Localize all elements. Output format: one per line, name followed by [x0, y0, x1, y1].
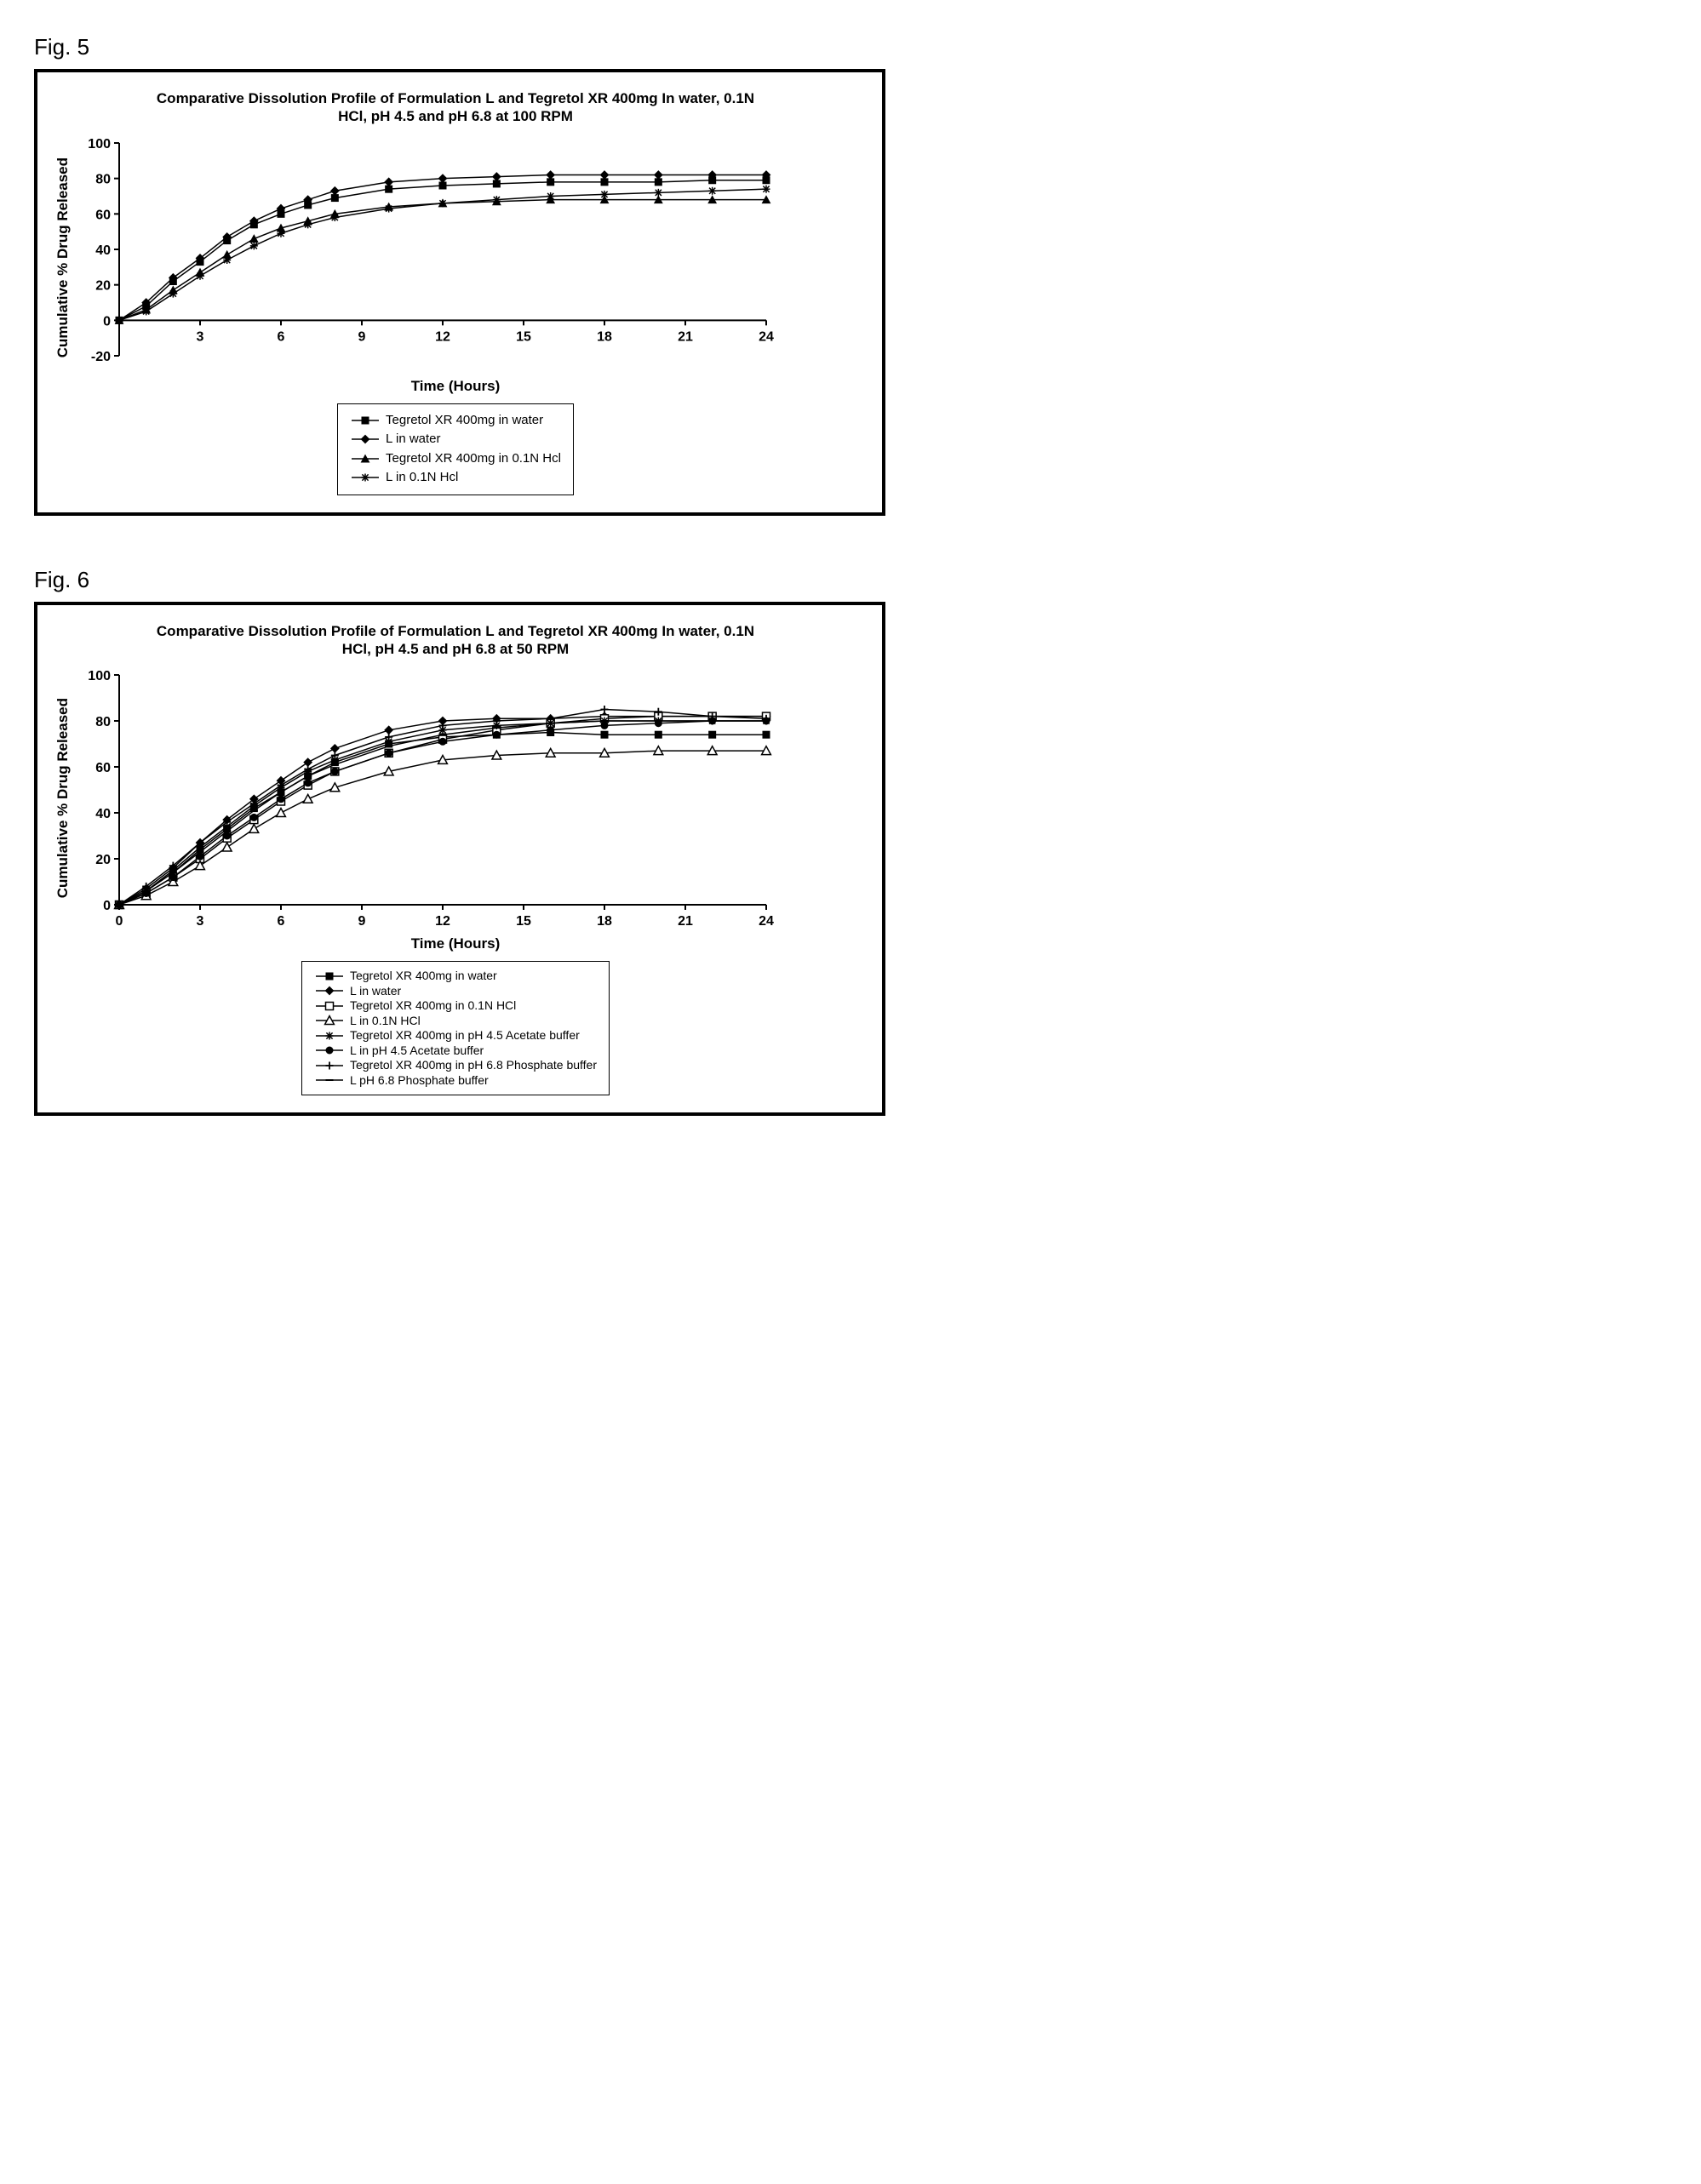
legend-item: Tegretol XR 400mg in water — [350, 411, 561, 431]
figure-5: Fig. 5 Comparative Dissolution Profile o… — [34, 34, 1667, 516]
svg-text:15: 15 — [516, 914, 531, 929]
legend-label: Tegretol XR 400mg in water — [350, 969, 497, 984]
legend-label: L in 0.1N Hcl — [386, 468, 458, 488]
svg-text:-20: -20 — [91, 350, 111, 364]
legend-label: Tegretol XR 400mg in 0.1N Hcl — [386, 449, 561, 469]
legend-item: L in water — [314, 984, 597, 999]
figure-6-frame: Comparative Dissolution Profile of Formu… — [34, 602, 885, 1117]
svg-text:18: 18 — [597, 914, 612, 929]
svg-text:100: 100 — [88, 669, 111, 683]
svg-text:9: 9 — [358, 914, 366, 929]
svg-text:60: 60 — [95, 761, 111, 775]
figure-6-legend: Tegretol XR 400mg in water L in water Te… — [301, 961, 610, 1095]
figure-5-legend: Tegretol XR 400mg in water L in water Te… — [337, 403, 574, 495]
legend-item: L in 0.1N Hcl — [350, 468, 561, 488]
legend-label: Tegretol XR 400mg in pH 6.8 Phosphate bu… — [350, 1058, 597, 1073]
svg-text:0: 0 — [103, 899, 111, 913]
figure-5-ylabel: Cumulative % Drug Released — [54, 157, 72, 357]
legend-item: Tegretol XR 400mg in pH 4.5 Acetate buff… — [314, 1028, 597, 1043]
figure-6: Fig. 6 Comparative Dissolution Profile o… — [34, 567, 1667, 1117]
svg-text:6: 6 — [278, 329, 285, 344]
svg-text:20: 20 — [95, 853, 111, 867]
legend-item: L in water — [350, 430, 561, 449]
svg-text:20: 20 — [95, 278, 111, 293]
svg-text:24: 24 — [759, 914, 774, 929]
figure-5-label: Fig. 5 — [34, 34, 1667, 60]
svg-text:0: 0 — [116, 914, 123, 929]
svg-text:18: 18 — [597, 329, 612, 344]
legend-item: Tegretol XR 400mg in 0.1N Hcl — [350, 449, 561, 469]
figure-5-plot: -20 0 20 40 60 80 100 3 6 9 12 15 18 21 24 — [77, 134, 775, 381]
svg-text:9: 9 — [358, 329, 366, 344]
svg-text:21: 21 — [678, 329, 693, 344]
svg-text:15: 15 — [516, 329, 531, 344]
svg-text:24: 24 — [759, 329, 774, 344]
legend-item: Tegretol XR 400mg in pH 6.8 Phosphate bu… — [314, 1058, 597, 1073]
legend-label: L in water — [386, 430, 440, 449]
legend-item: L pH 6.8 Phosphate buffer — [314, 1073, 597, 1089]
svg-text:40: 40 — [95, 807, 111, 821]
svg-text:100: 100 — [88, 137, 111, 152]
legend-label: Tegretol XR 400mg in water — [386, 411, 543, 431]
legend-label: Tegretol XR 400mg in 0.1N HCl — [350, 998, 516, 1014]
figure-5-title: Comparative Dissolution Profile of Formu… — [149, 89, 762, 126]
legend-item: Tegretol XR 400mg in water — [314, 969, 597, 984]
svg-text:40: 40 — [95, 243, 111, 258]
svg-text:60: 60 — [95, 208, 111, 222]
figure-6-ylabel: Cumulative % Drug Released — [54, 698, 72, 898]
svg-text:12: 12 — [435, 329, 450, 344]
figure-6-plot: 0 20 40 60 80 100 0 3 6 9 12 15 18 21 24 — [77, 666, 775, 930]
figure-5-frame: Comparative Dissolution Profile of Formu… — [34, 69, 885, 516]
svg-text:21: 21 — [678, 914, 693, 929]
figure-6-title: Comparative Dissolution Profile of Formu… — [149, 622, 762, 659]
legend-label: L in pH 4.5 Acetate buffer — [350, 1043, 484, 1059]
legend-item: L in 0.1N HCl — [314, 1014, 597, 1029]
svg-text:6: 6 — [278, 914, 285, 929]
legend-label: L in 0.1N HCl — [350, 1014, 421, 1029]
svg-text:3: 3 — [197, 914, 204, 929]
svg-text:12: 12 — [435, 914, 450, 929]
legend-item: L in pH 4.5 Acetate buffer — [314, 1043, 597, 1059]
figure-6-xlabel: Time (Hours) — [54, 935, 856, 952]
svg-text:80: 80 — [95, 172, 111, 186]
svg-text:3: 3 — [197, 329, 204, 344]
svg-text:0: 0 — [103, 314, 111, 329]
svg-text:80: 80 — [95, 715, 111, 729]
legend-label: L pH 6.8 Phosphate buffer — [350, 1073, 489, 1089]
legend-item: Tegretol XR 400mg in 0.1N HCl — [314, 998, 597, 1014]
legend-label: Tegretol XR 400mg in pH 4.5 Acetate buff… — [350, 1028, 580, 1043]
figure-6-label: Fig. 6 — [34, 567, 1667, 593]
legend-label: L in water — [350, 984, 401, 999]
